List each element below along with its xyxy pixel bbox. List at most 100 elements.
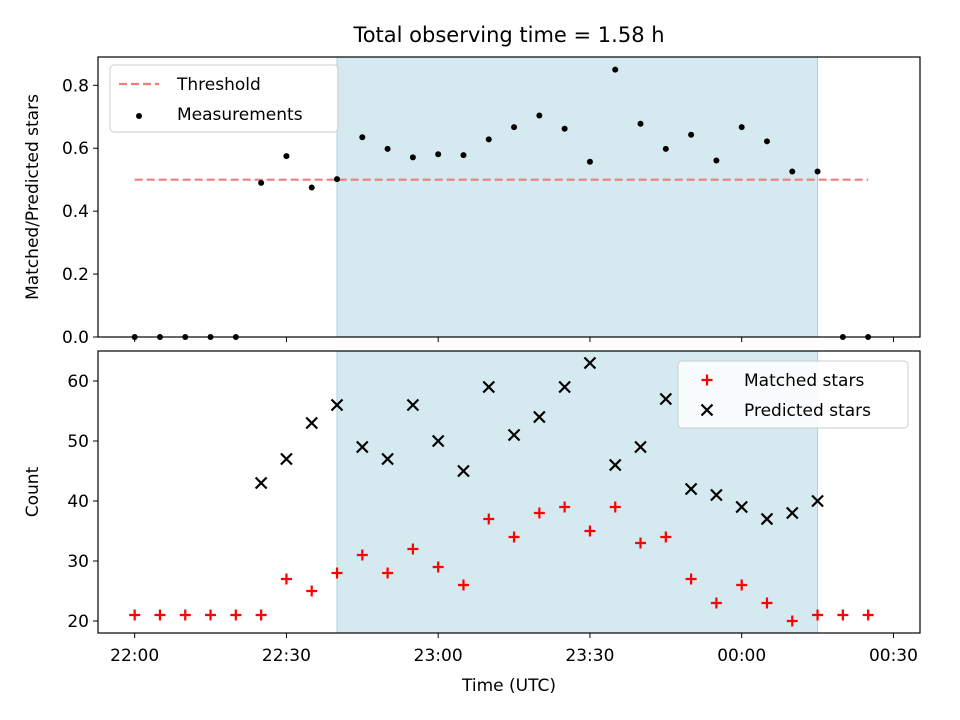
predicted-star-point: [356, 440, 369, 454]
measurement-point: [713, 157, 720, 164]
matched-star-point: [761, 597, 773, 609]
legend-box: [677, 360, 909, 429]
measurement-point: [662, 145, 669, 152]
matched-star-point: [280, 573, 292, 585]
matched-star-point: [331, 567, 343, 579]
observing-window-band: [336, 56, 819, 338]
y-tick-label: 0.4: [62, 202, 89, 222]
matched-star-point: [685, 573, 697, 585]
matched-star-point: [812, 609, 824, 621]
measurement-point: [308, 184, 315, 191]
matched-star-point: [862, 609, 874, 621]
x-tick-label: 23:30: [565, 646, 614, 666]
predicted-star-point: [305, 416, 318, 430]
matched-star-point: [508, 531, 520, 543]
x-tick-label: 00:00: [717, 646, 766, 666]
y-tick-label: 0.2: [62, 265, 89, 285]
predicted-star-point: [634, 440, 647, 454]
top-legend: Threshold Measurements: [109, 64, 339, 133]
matched-star-point: [533, 507, 545, 519]
y-tick-label: 0.6: [62, 139, 89, 159]
measurement-point: [586, 158, 593, 165]
measurement-point: [637, 120, 644, 127]
matched-star-point: [457, 579, 469, 591]
matched-star-point: [205, 609, 217, 621]
measurement-point: [435, 151, 442, 158]
predicted-star-point: [330, 398, 344, 412]
legend-predicted-label: Predicted stars: [744, 401, 871, 421]
predicted-star-point: [457, 464, 470, 478]
bottom-axes-frame: [97, 350, 921, 634]
y-tick-label: 60: [67, 372, 89, 392]
measurement-point: [384, 145, 391, 152]
legend-threshold-label: Threshold: [176, 75, 261, 95]
predicted-star-point: [482, 380, 496, 394]
measurement-point: [334, 176, 341, 183]
matched-star-point: [660, 531, 672, 543]
x-tick-label: 22:00: [110, 646, 159, 666]
measurement-point: [738, 124, 745, 131]
x-tick-label: 00:30: [869, 646, 918, 666]
predicted-star-point: [710, 488, 723, 502]
legend-matched-label: Matched stars: [744, 371, 864, 391]
matched-star-point: [129, 609, 141, 621]
y-tick-label: 20: [67, 612, 89, 632]
matched-star-point: [230, 609, 242, 621]
matched-star-point: [710, 597, 722, 609]
legend-matched-swatch: [701, 374, 713, 386]
matched-star-point: [432, 561, 444, 573]
count-panel: 20 30 40 50 60 22:00 22:30 23:00 23:30 00:00 00:30…: [23, 350, 921, 696]
measurement-point: [688, 131, 695, 138]
predicted-star-point: [811, 494, 824, 508]
matched-star-point: [154, 609, 166, 621]
measurement-point: [536, 112, 543, 119]
measurement-point: [763, 138, 770, 145]
measurement-point: [283, 153, 290, 160]
measurement-point: [511, 124, 518, 131]
matched-star-point: [559, 501, 571, 513]
matched-star-point: [407, 543, 419, 555]
measurement-point: [258, 179, 265, 186]
chart-title: Total observing time = 1.58 h: [352, 23, 664, 47]
y-tick-label: 40: [67, 492, 89, 512]
x-tick-label: 22:30: [262, 646, 311, 666]
predicted-star-point: [431, 434, 445, 448]
predicted-star-point: [280, 452, 293, 466]
matched-star-point: [483, 513, 495, 525]
predicted-star-point: [406, 398, 420, 412]
y-axis-label: Matched/Predicted stars: [23, 94, 43, 300]
predicted-star-point: [533, 410, 546, 424]
legend-measurements-swatch: [136, 113, 142, 119]
x-axis-label: Time (UTC): [461, 676, 556, 696]
y-axis-label: Count: [23, 466, 43, 517]
y-tick-label: 30: [67, 552, 89, 572]
matched-star-point: [786, 615, 798, 627]
predicted-star-point: [735, 500, 748, 514]
predicted-star-point: [507, 428, 521, 442]
predicted-star-point: [254, 476, 268, 490]
matched-star-point: [179, 609, 191, 621]
predicted-star-point: [684, 482, 698, 496]
measurement-point: [814, 168, 821, 175]
predicted-star-point: [558, 380, 571, 394]
measurement-point: [789, 168, 796, 175]
y-tick-label: 0.8: [62, 76, 89, 96]
predicted-star-point: [785, 506, 799, 520]
measurement-point: [409, 154, 416, 161]
legend-box: [109, 64, 339, 133]
matched-star-point: [837, 609, 849, 621]
y-tick-label: 0.0: [62, 328, 89, 348]
matched-star-point: [306, 585, 318, 597]
ratio-panel: 0.0 0.2 0.4 0.6 0.8 Matched/Predicted stars To…: [23, 23, 921, 348]
matched-star-point: [736, 579, 748, 591]
predicted-star-point: [608, 458, 622, 472]
predicted-star-point: [760, 512, 774, 526]
matched-star-point: [382, 567, 394, 579]
bottom-legend: Matched stars Predicted stars: [677, 360, 909, 429]
matched-star-point: [255, 609, 267, 621]
measurement-point: [460, 152, 467, 159]
matched-star-point: [584, 525, 596, 537]
matched-star-point: [635, 537, 647, 549]
predicted-star-point: [659, 392, 673, 406]
